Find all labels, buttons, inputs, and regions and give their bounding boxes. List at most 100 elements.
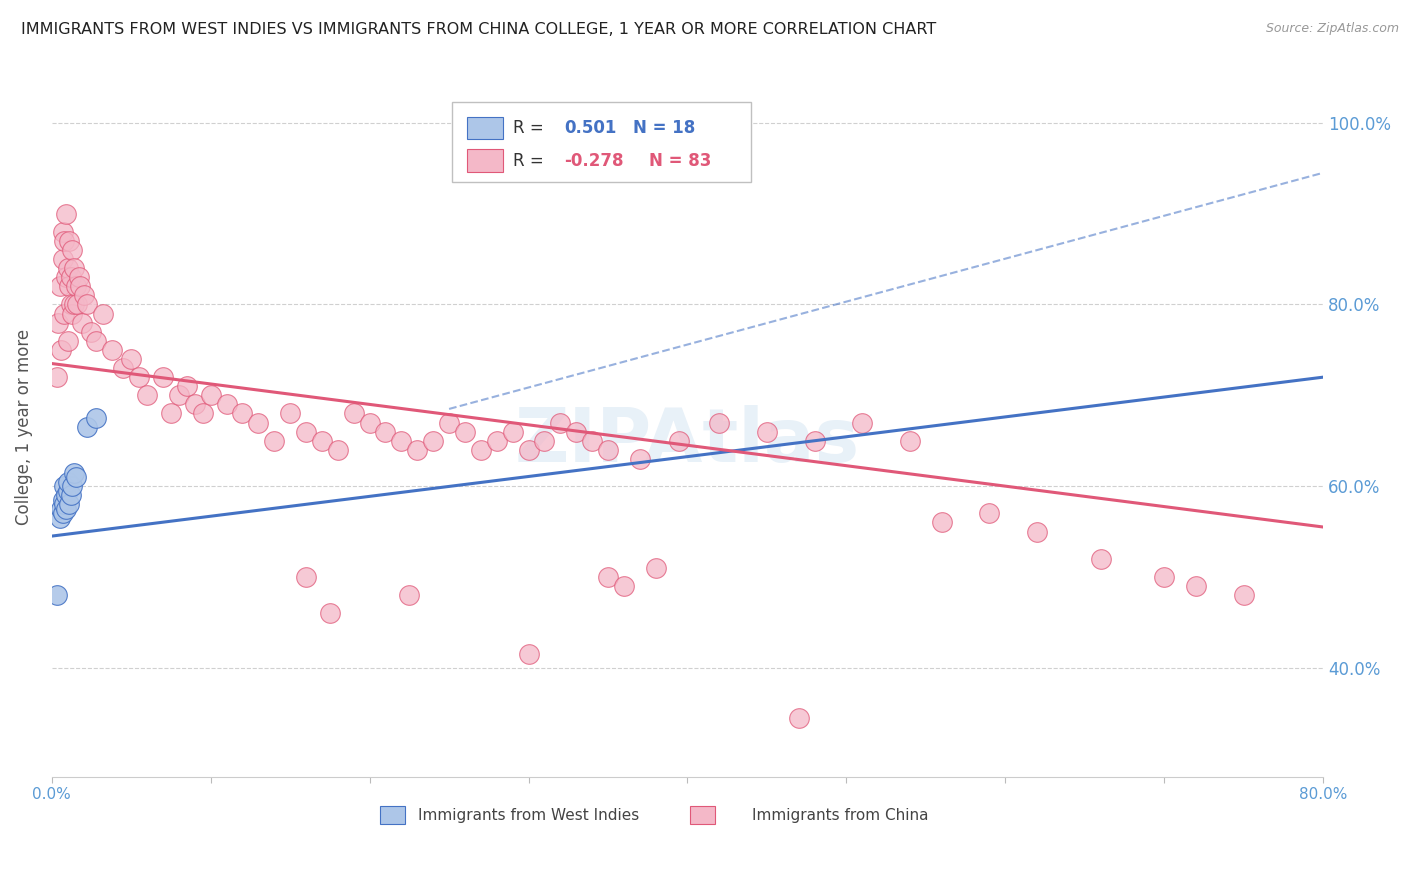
Point	[136, 388, 159, 402]
Text: R =: R =	[513, 119, 550, 136]
Point	[326, 442, 349, 457]
Point	[55, 207, 77, 221]
Point	[56, 483, 79, 498]
Text: Immigrants from China: Immigrants from China	[752, 808, 928, 822]
Point	[613, 579, 636, 593]
Point	[53, 307, 76, 321]
Point	[398, 588, 420, 602]
Point	[48, 511, 70, 525]
Point	[550, 416, 572, 430]
Point	[55, 270, 77, 285]
Point	[319, 607, 342, 621]
Point	[52, 252, 75, 266]
Point	[1090, 551, 1112, 566]
Point	[65, 470, 87, 484]
Point	[58, 497, 80, 511]
Point	[76, 420, 98, 434]
Point	[231, 407, 253, 421]
Point	[422, 434, 444, 448]
Point	[84, 411, 107, 425]
Point	[311, 434, 333, 448]
Point	[62, 307, 84, 321]
Point	[517, 647, 540, 661]
Point	[128, 370, 150, 384]
Point	[485, 434, 508, 448]
Point	[56, 334, 79, 348]
Text: N = 83: N = 83	[650, 152, 711, 169]
Point	[596, 570, 619, 584]
Point	[55, 501, 77, 516]
Point	[62, 479, 84, 493]
Point	[263, 434, 285, 448]
Point	[62, 243, 84, 257]
Point	[176, 379, 198, 393]
Point	[517, 442, 540, 457]
Point	[389, 434, 412, 448]
Point	[72, 288, 94, 302]
Point	[65, 279, 87, 293]
Point	[63, 297, 86, 311]
Point	[200, 388, 222, 402]
Point	[295, 570, 318, 584]
Point	[52, 492, 75, 507]
Point	[76, 297, 98, 311]
Point	[247, 416, 270, 430]
Point	[101, 343, 124, 357]
Point	[67, 270, 90, 285]
Point	[45, 370, 67, 384]
Point	[454, 425, 477, 439]
Point	[278, 407, 301, 421]
Text: Source: ZipAtlas.com: Source: ZipAtlas.com	[1265, 22, 1399, 36]
Point	[51, 501, 73, 516]
Text: IMMIGRANTS FROM WEST INDIES VS IMMIGRANTS FROM CHINA COLLEGE, 1 YEAR OR MORE COR: IMMIGRANTS FROM WEST INDIES VS IMMIGRANT…	[21, 22, 936, 37]
Point	[152, 370, 174, 384]
Point	[565, 425, 588, 439]
Point	[1153, 570, 1175, 584]
Point	[59, 297, 82, 311]
Point	[502, 425, 524, 439]
Point	[69, 279, 91, 293]
Point	[851, 416, 873, 430]
Point	[70, 316, 93, 330]
Point	[63, 466, 86, 480]
Point	[581, 434, 603, 448]
Point	[55, 488, 77, 502]
Point	[51, 343, 73, 357]
Text: R =: R =	[513, 152, 550, 169]
Point	[52, 225, 75, 239]
Point	[80, 325, 103, 339]
Point	[53, 497, 76, 511]
Bar	[467, 117, 503, 139]
Point	[167, 388, 190, 402]
Point	[52, 507, 75, 521]
Point	[84, 334, 107, 348]
Text: N = 18: N = 18	[633, 119, 695, 136]
Bar	[690, 806, 716, 824]
Point	[53, 234, 76, 248]
Point	[343, 407, 366, 421]
Point	[898, 434, 921, 448]
Point	[112, 361, 135, 376]
Point	[48, 279, 70, 293]
Point	[979, 507, 1001, 521]
Point	[56, 261, 79, 276]
Point	[58, 279, 80, 293]
Point	[470, 442, 492, 457]
Point	[53, 479, 76, 493]
Point	[45, 588, 67, 602]
Text: Immigrants from West Indies: Immigrants from West Indies	[418, 808, 640, 822]
Point	[184, 397, 207, 411]
Point	[787, 711, 810, 725]
Point	[191, 407, 214, 421]
Point	[437, 416, 460, 430]
Bar	[467, 150, 503, 172]
Point	[63, 261, 86, 276]
Point	[160, 407, 183, 421]
Point	[709, 416, 731, 430]
Point	[533, 434, 555, 448]
Point	[58, 234, 80, 248]
Point	[66, 297, 89, 311]
Point	[668, 434, 690, 448]
Point	[803, 434, 825, 448]
Point	[59, 488, 82, 502]
